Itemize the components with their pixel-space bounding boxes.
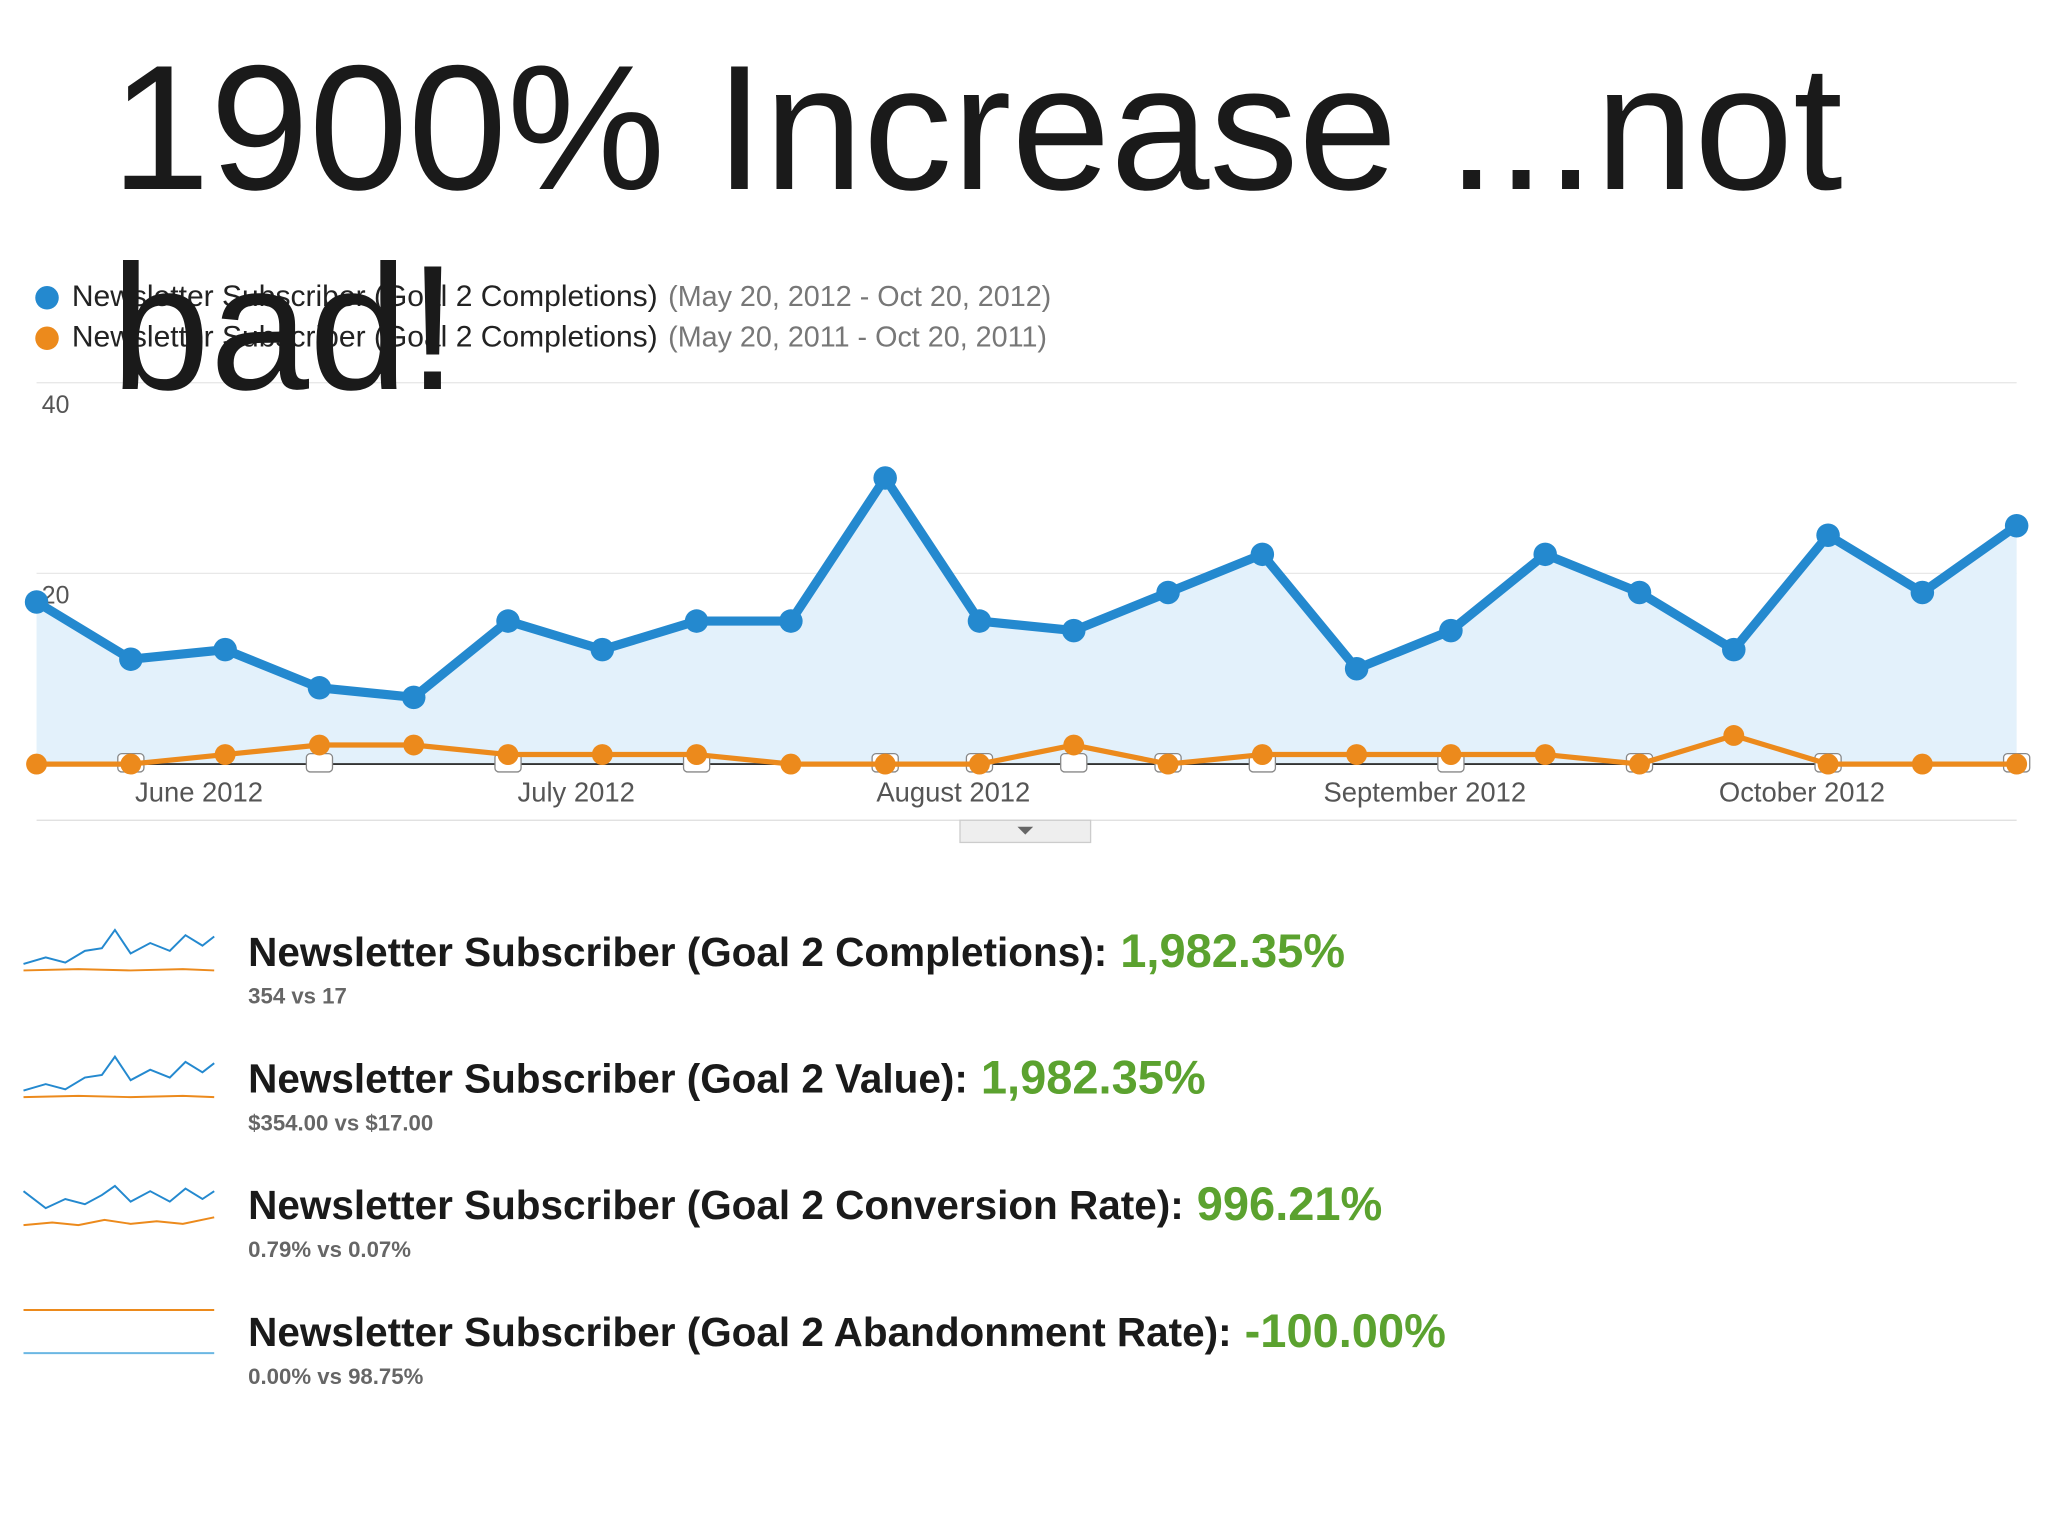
data-point [686,744,708,765]
data-point [26,753,48,775]
expand-arrow [1017,826,1034,835]
legend-dot [35,326,59,351]
x-tick-label: October 2012 [1719,776,1885,807]
data-point [1629,753,1650,775]
data-point [308,734,330,756]
x-tick-label: September 2012 [1323,776,1526,807]
data-point [1627,580,1652,605]
metric-label: Newsletter Subscriber (Goal 2 Abandonmen… [248,1309,1231,1355]
metric-detail: $354.00 vs $17.00 [248,1110,433,1135]
legend-name: Newsletter Subscriber (Goal 2 Completion… [72,280,658,313]
data-point [497,744,519,765]
data-point [1911,753,1933,775]
legend-name: Newsletter Subscriber (Goal 2 Completion… [72,320,658,353]
metric-change: 1,982.35% [981,1051,1206,1104]
data-point [120,753,142,775]
data-point [119,647,143,671]
sparkline [23,1054,215,1092]
series-line [36,732,2017,767]
data-point [1156,580,1180,605]
x-tick-label: July 2012 [518,776,635,807]
data-point [684,609,709,633]
data-point [401,685,426,710]
sparkline [23,928,215,965]
data-point [1817,753,1839,775]
x-tick-label: August 2012 [876,776,1030,807]
data-point [213,637,237,662]
data-point [24,590,49,614]
data-point [873,466,897,490]
data-point [967,609,992,633]
metric-title: Newsletter Subscriber (Goal 2 Conversion… [248,1178,1382,1231]
area-fill [36,478,2017,765]
data-point [874,753,896,775]
data-point [1251,744,1273,765]
metric-title: Newsletter Subscriber (Goal 2 Abandonmen… [248,1304,1446,1357]
legend-dot [35,286,59,310]
series-line [34,473,2020,702]
data-point [2004,513,2029,538]
data-point [1723,725,1745,746]
annotation-icon [305,752,334,773]
data-point [1534,744,1556,765]
legend-range: (May 20, 2012 - Oct 20, 2012) [668,280,1051,312]
metric-change: 1,982.35% [1120,924,1345,977]
legend-entry: Newsletter Subscriber (Goal 2 Completion… [72,320,1047,353]
annotation-icon [1060,752,1088,773]
data-point [1816,523,1840,548]
y-tick-label: 40 [42,392,70,419]
data-point [1346,744,1368,765]
data-point [590,637,615,662]
legend-entry: Newsletter Subscriber (Goal 2 Completion… [72,280,1051,313]
data-point [403,734,425,756]
data-point [779,609,803,633]
data-point [780,753,802,775]
sparkline [23,1094,215,1099]
data-point [307,676,332,700]
metric-detail: 354 vs 17 [248,984,347,1009]
data-point [1533,542,1557,567]
data-point [1062,618,1086,643]
data-point [496,609,520,633]
data-point [2006,753,2028,775]
data-point [1157,753,1179,775]
metric-label: Newsletter Subscriber (Goal 2 Conversion… [248,1182,1184,1228]
sparkline [23,968,215,972]
data-point [969,753,990,775]
data-point [591,744,613,765]
metric-detail: 0.79% vs 0.07% [248,1237,411,1262]
data-point [1440,744,1462,765]
metric-label: Newsletter Subscriber (Goal 2 Completion… [248,928,1107,974]
metric-detail: 0.00% vs 98.75% [248,1364,423,1389]
x-tick-label: June 2012 [135,776,263,807]
slide-title: 1900% Increase ...not bad! [111,28,1843,427]
data-point [1722,637,1746,662]
data-point [1250,542,1275,567]
sparkline [23,1216,215,1227]
metric-change: 996.21% [1197,1178,1383,1231]
metric-title: Newsletter Subscriber (Goal 2 Completion… [248,924,1345,977]
data-point [214,744,236,765]
sparklines [22,928,215,1355]
metric-change: -100.00% [1245,1304,1446,1357]
sparkline [22,1184,215,1210]
metric-title: Newsletter Subscriber (Goal 2 Value): 1,9… [248,1051,1206,1104]
data-point [1910,580,1935,605]
metric-label: Newsletter Subscriber (Goal 2 Value): [248,1055,968,1101]
data-point [1063,734,1085,756]
data-point [1344,656,1369,681]
data-point [1439,618,1463,643]
legend-range: (May 20, 2011 - Oct 20, 2011) [668,321,1047,353]
